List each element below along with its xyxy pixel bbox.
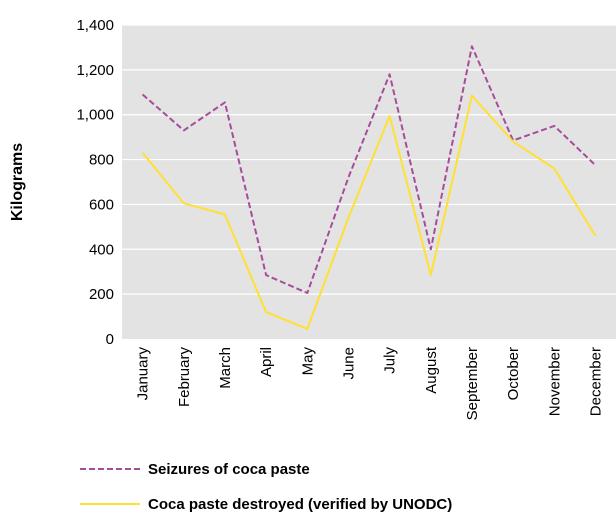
plot-area [122, 25, 616, 339]
y-axis-label: Kilograms [9, 143, 26, 221]
x-tick-label: June [340, 347, 357, 380]
x-axis-ticks: January February March April May June July Augu… [135, 346, 605, 420]
x-tick-label: December [587, 347, 604, 416]
legend-label: Seizures of coca paste [148, 461, 310, 478]
x-tick-label: August [423, 346, 440, 394]
gridlines [122, 24, 616, 295]
x-tick-label: January [135, 347, 152, 401]
y-tick-label: 800 [89, 152, 114, 169]
y-tick-label: 0 [106, 331, 114, 348]
series-lines [141, 45, 597, 330]
y-tick-label: 600 [89, 196, 114, 213]
x-tick-label: October [505, 347, 522, 400]
x-tick-label: March [217, 347, 234, 389]
x-tick-label: November [546, 347, 563, 416]
y-tick-label: 1,400 [76, 17, 114, 34]
y-axis-ticks: 0 200 400 600 800 1,000 1,200 1,400 [76, 17, 114, 348]
x-tick-label: July [382, 347, 399, 374]
x-tick-label: May [299, 347, 316, 376]
y-tick-label: 400 [89, 241, 114, 258]
y-tick-label: 200 [89, 286, 114, 303]
legend-label: Coca paste destroyed (verified by UNODC) [148, 496, 452, 513]
series-line-destroyed [141, 94, 597, 330]
x-tick-label: April [258, 347, 275, 377]
y-tick-label: 1,200 [76, 62, 114, 79]
legend: Seizures of coca paste Coca paste destroy… [80, 461, 452, 513]
series-line-seizures [141, 45, 597, 294]
x-tick-label: September [464, 347, 481, 420]
y-tick-label: 1,000 [76, 107, 114, 124]
x-tick-label: February [176, 347, 193, 408]
